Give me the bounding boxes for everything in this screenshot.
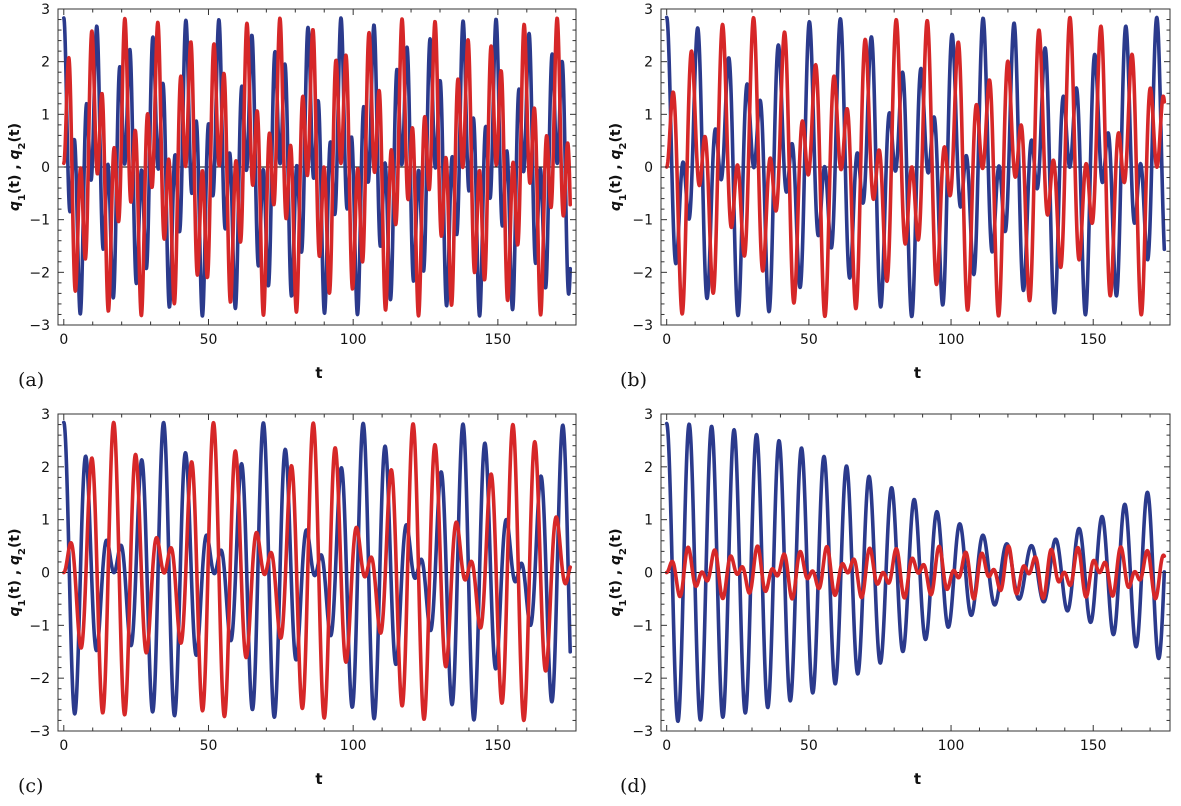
y-tick-label: 2: [644, 460, 653, 476]
x-tick-label: 0: [662, 738, 671, 754]
y-tick-label: −3: [29, 724, 50, 740]
series-line-q2: [61, 16, 573, 318]
y-tick-label: 1: [644, 513, 653, 529]
y-tick-label: 2: [644, 55, 653, 71]
y-tick-label: −2: [632, 671, 653, 687]
x-tick-label: 0: [662, 332, 671, 348]
y-tick-label: 3: [41, 407, 50, 423]
panel-tag: (d): [620, 775, 647, 797]
series-line-q2: [664, 15, 1167, 319]
y-tick-label: 3: [644, 407, 653, 423]
y-tick-label: −3: [632, 724, 653, 740]
y-tick-label: −3: [632, 318, 653, 334]
x-tick-label: 50: [200, 738, 218, 754]
y-axis-label: q1(t) , q2(t): [608, 528, 629, 616]
series-line-q1: [664, 421, 1167, 724]
y-tick-label: 3: [41, 2, 50, 18]
x-tick-label: 50: [800, 738, 818, 754]
y-axis-label: q1(t) , q2(t): [608, 123, 629, 211]
chart-panel-d: 0 50 100 150 −3 −2 −1 0 1 2 3 t q1(t) , q2(t) (d): [601, 404, 1181, 806]
x-tick-label: 150: [1080, 332, 1107, 348]
y-tick-label: −1: [632, 213, 653, 229]
chart-panel-c: 0 50 100 150 −3 −2 −1 0 1 2 3 t q1(t) , q2(t) (c): [0, 404, 590, 806]
x-axis-label: t: [315, 364, 322, 382]
series-line-q2: [664, 544, 1167, 601]
y-tick-label: −1: [29, 213, 50, 229]
chart-panel-a: 0 50 100 150 −3 −2 −1 0 1 2 3 t q1(t) , q2(t) (a): [0, 0, 590, 400]
x-tick-label: 100: [340, 738, 367, 754]
x-tick-label: 100: [938, 332, 965, 348]
x-tick-label: 50: [200, 332, 218, 348]
x-tick-label: 150: [484, 332, 511, 348]
x-tick-label: 0: [59, 738, 68, 754]
y-tick-label: −2: [632, 265, 653, 281]
panel-tag: (a): [18, 369, 44, 391]
series-line-q2: [61, 420, 573, 723]
y-tick-label: 1: [41, 107, 50, 123]
y-tick-label: −1: [632, 618, 653, 634]
y-tick-label: −3: [29, 318, 50, 334]
y-tick-label: 2: [41, 460, 50, 476]
chart-svg-b: 0 50 100 150 −3 −2 −1 0 1 2 3 t q1(t) , q2(t) (b): [608, 2, 1171, 391]
panel-tag: (c): [18, 775, 43, 797]
panel-tag: (b): [620, 369, 647, 391]
x-tick-label: 50: [800, 332, 818, 348]
x-tick-label: 0: [59, 332, 68, 348]
x-axis-label: t: [914, 770, 921, 788]
y-tick-label: 0: [41, 566, 50, 582]
chart-panel-b: 0 50 100 150 −3 −2 −1 0 1 2 3 t q1(t) , q2(t) (b): [601, 0, 1181, 400]
y-axis-label: q1(t) , q2(t): [7, 528, 28, 616]
chart-svg-c: 0 50 100 150 −3 −2 −1 0 1 2 3 t q1(t) , q2(t) (c): [7, 407, 577, 797]
x-tick-label: 150: [484, 738, 511, 754]
x-tick-label: 100: [938, 738, 965, 754]
y-tick-label: 1: [41, 513, 50, 529]
y-tick-label: 1: [644, 107, 653, 123]
chart-svg-d: 0 50 100 150 −3 −2 −1 0 1 2 3 t q1(t) , q2(t) (d): [608, 407, 1171, 797]
y-tick-label: 0: [644, 160, 653, 176]
y-axis-label: q1(t) , q2(t): [7, 123, 28, 211]
y-tick-label: −2: [29, 265, 50, 281]
x-tick-label: 100: [340, 332, 367, 348]
chart-svg-a: 0 50 100 150 −3 −2 −1 0 1 2 3 t q1(t) , q2(t) (a): [7, 2, 577, 391]
y-tick-label: 0: [644, 566, 653, 582]
y-tick-label: 3: [644, 2, 653, 18]
y-tick-label: 0: [41, 160, 50, 176]
x-tick-label: 150: [1080, 738, 1107, 754]
y-tick-label: −1: [29, 618, 50, 634]
x-axis-label: t: [315, 770, 322, 788]
y-tick-label: 2: [41, 55, 50, 71]
x-axis-label: t: [914, 364, 921, 382]
y-tick-label: −2: [29, 671, 50, 687]
